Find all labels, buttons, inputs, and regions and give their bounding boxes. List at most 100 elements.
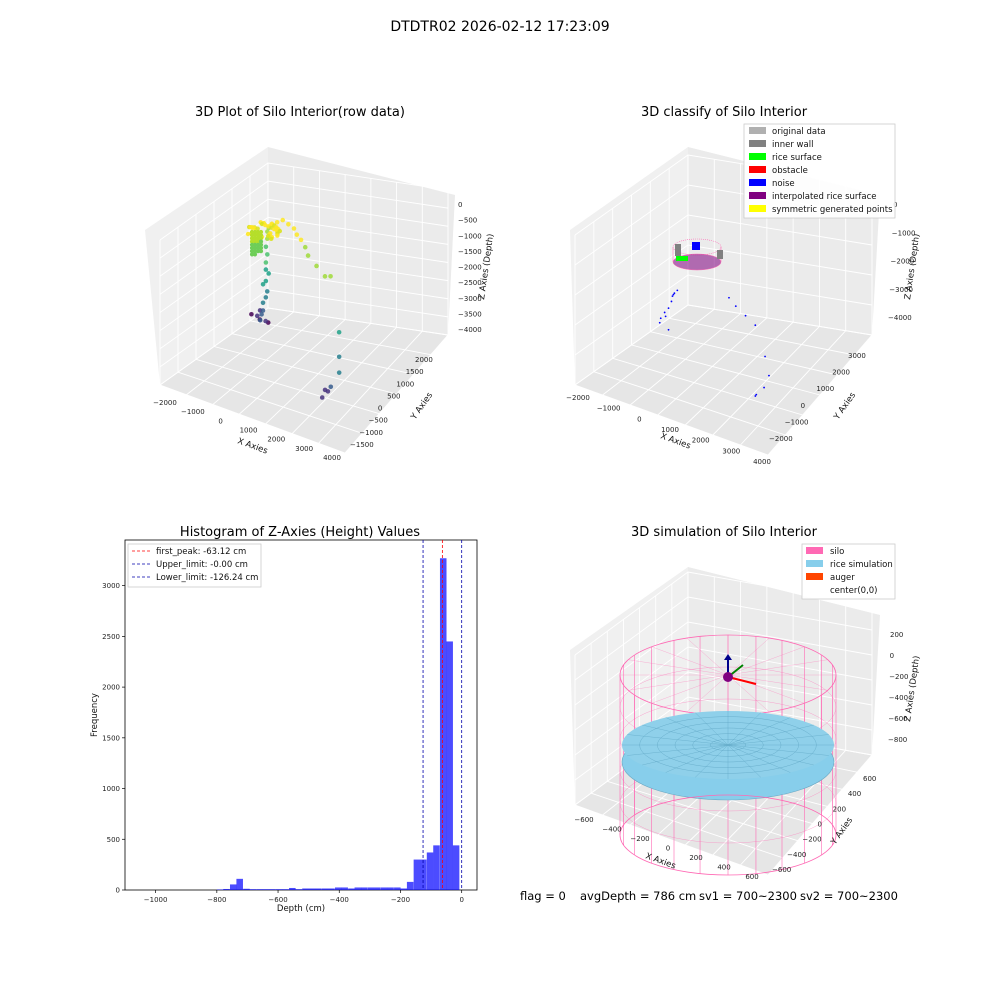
center-axis-z-head [724,654,732,660]
data-point [258,245,264,251]
histogram-x-ticks: −1000 −800 −600 −400 −200 0 [144,890,464,904]
simulation-3d-x-ticks: −600 −400 −200 0 200 400 600 [574,816,758,881]
y-tick-label: −400 [787,851,806,859]
silo-mesh-spoke [686,637,729,676]
y-tick-label: 0 [116,887,120,895]
status-sv1: sv1 = 700~2300 [699,889,797,903]
x-tick-label: 3000 [722,447,740,455]
data-point [258,233,264,238]
data-point [260,281,266,287]
grid-line [631,344,821,396]
panel-raw-3d: 3D Plot of Silo Interior(row data) −2000… [145,105,496,462]
x-tick-label: −400 [602,826,621,834]
data-point [258,236,264,241]
data-point [322,387,328,393]
histogram-bar [394,887,401,890]
noise-point [672,293,675,296]
classify-3d-legend-box [743,123,896,219]
histogram-legend-box [127,543,262,588]
z-tick-label: −2000 [458,264,482,272]
simulation-3d-title: 3D simulation of Silo Interior [631,525,818,540]
z-tick-label: −600 [888,715,907,723]
x-tick-label: −600 [268,896,287,904]
x-tick-label: −800 [207,896,226,904]
classify-3d-cluster [672,238,723,271]
data-point [249,245,255,251]
rice-mesh-spoke [695,712,729,746]
rice-mesh-spoke [727,744,829,756]
rice-mesh-spoke [642,724,729,746]
data-point [263,244,269,250]
y-tick-label: 0 [818,821,822,829]
histogram-bar [256,889,263,890]
grid-line [767,754,873,876]
z-tick-label: −3000 [458,295,482,303]
noise-point [663,311,666,314]
data-point [258,242,264,247]
noise-point [670,300,673,303]
silo-mesh-spoke [686,674,729,713]
panel-histogram: Histogram of Z-Axies (Height) Values −10… [90,525,478,914]
silo-mesh-spoke [727,637,770,676]
noise-point [664,315,667,318]
histogram-title: Histogram of Z-Axies (Height) Values [180,525,420,540]
x-tick-label: 3000 [295,445,313,453]
histogram-xlabel: Depth (cm) [277,904,325,914]
x-tick-label: −2000 [566,394,590,402]
data-point [266,271,271,276]
panel-classify-3d: 3D classify of Silo Interior −2000 −1000 0… [566,105,922,466]
legend-label: rice simulation [830,560,893,570]
raw-3d-title: 3D Plot of Silo Interior(row data) [195,105,405,120]
z-tick-label: −2000 [891,258,915,266]
z-tick-label: −4000 [458,326,482,334]
y-tick-label: −200 [802,836,821,844]
data-point [258,239,264,244]
z-tick-label: −3500 [458,310,482,318]
x-tick-label: −200 [391,896,410,904]
silo-mesh-spoke [651,646,729,676]
simulation-3d-left-pane [570,567,688,805]
status-flag: flag = 0 [520,889,566,903]
histogram-bar [302,888,309,890]
rice-mesh-spoke [665,717,729,746]
noise-point [728,296,730,299]
noise-point [755,393,758,396]
raw-3d-points [245,217,342,400]
data-point [294,232,300,237]
raw-3d-left-pane [145,147,268,385]
legend-label: obstacle [772,166,808,176]
histogram-bar [216,889,224,890]
histogram-bar [354,887,362,890]
histogram-bar [452,845,460,890]
data-point [269,236,274,242]
rice-mesh-spoke [727,744,761,778]
data-point [258,249,264,254]
data-point [275,233,280,238]
histogram-bar [387,887,394,890]
rice-mesh [622,711,834,779]
data-point [252,233,258,238]
grid-line [574,384,769,456]
data-point [249,311,254,317]
noise-point [667,328,670,331]
rice-mesh-spoke [727,712,761,746]
legend-label: original data [772,127,826,137]
x-tick-label: −1000 [144,896,168,904]
histogram-bar [229,884,237,890]
x-tick-label: −600 [574,816,593,824]
legend-swatch [806,547,823,554]
data-point [249,233,255,238]
y-tick-label: 1000 [396,380,414,388]
simulation-3d-legend: silo rice simulation auger center(0,0) [806,547,893,596]
data-point [257,317,263,323]
data-point [263,295,269,300]
histogram-bar [308,888,316,890]
legend-label: interpolated rice surface [772,192,877,202]
data-point [252,249,258,254]
grid-line [231,333,414,375]
data-point [249,252,255,257]
histogram-bar [321,888,329,890]
legend-label: first_peak: -63.12 cm [156,547,246,557]
rice-mesh-spoke [727,744,791,773]
y-tick-label: 200 [833,805,846,813]
